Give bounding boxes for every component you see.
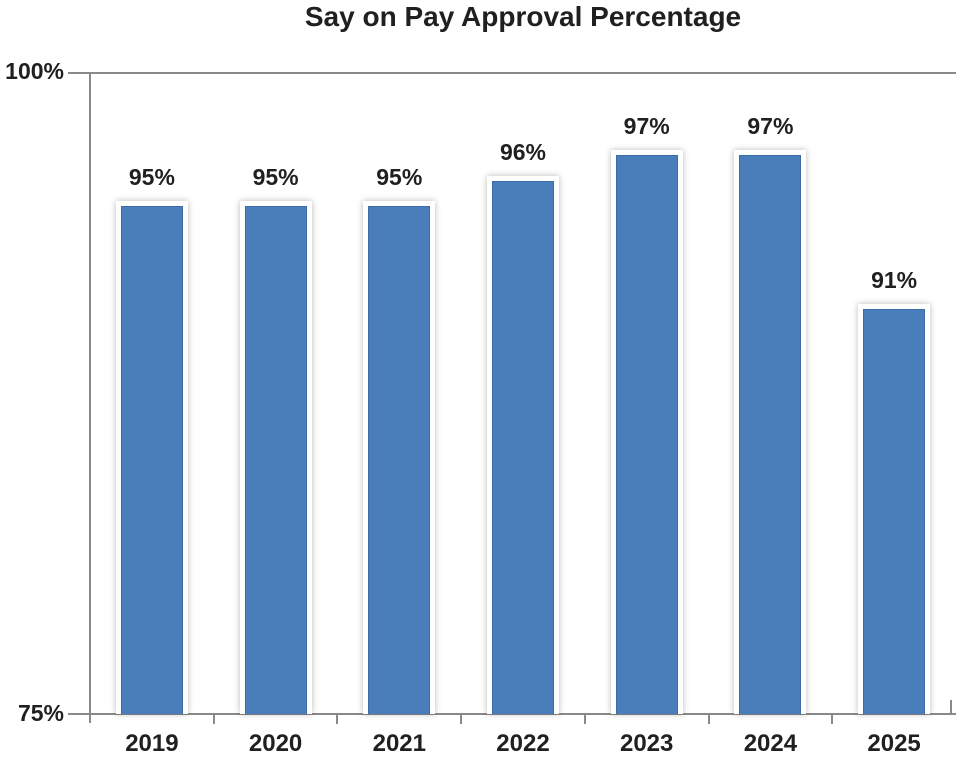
x-axis-label-2020: 2020 — [248, 730, 303, 757]
x-axis-tick — [460, 714, 463, 724]
top-gridline — [68, 72, 956, 74]
bar-2019 — [115, 201, 188, 714]
x-axis-label-2024: 2024 — [743, 730, 798, 757]
bar-value-label: 95% — [252, 164, 299, 191]
y-axis-tick-label-100: 100% — [5, 58, 64, 84]
x-axis-label-2019: 2019 — [125, 730, 179, 757]
bar-2023 — [610, 149, 683, 714]
x-axis-tick — [212, 714, 215, 724]
x-axis-tick — [583, 714, 586, 724]
x-axis-label-2022: 2022 — [496, 730, 550, 757]
bar-fill — [739, 154, 802, 714]
bar-fill — [368, 206, 431, 714]
bar-fill — [863, 308, 926, 714]
x-axis-label-2021: 2021 — [372, 730, 426, 757]
y-axis-tick-label-75: 75% — [17, 700, 64, 726]
chart-title: Say on Pay Approval Percentage — [304, 1, 742, 32]
bar-value-label: 97% — [623, 112, 670, 139]
x-axis-tick — [831, 714, 834, 724]
x-axis-label-2023: 2023 — [619, 730, 674, 757]
x-axis-tick — [336, 714, 339, 724]
bar-2021 — [363, 201, 436, 714]
bar-value-label: 97% — [747, 112, 794, 139]
bar-value-label: 96% — [499, 138, 547, 165]
x-axis-line — [68, 713, 956, 715]
y-axis-line — [89, 73, 91, 723]
bar-2025 — [858, 303, 931, 714]
bar-fill — [492, 180, 554, 714]
bar-2022 — [487, 175, 559, 714]
bar-value-label: 91% — [871, 266, 918, 293]
bar-fill — [615, 154, 678, 714]
x-axis-label-2025: 2025 — [867, 730, 921, 757]
bar-2024 — [734, 149, 807, 714]
bar-fill — [244, 206, 307, 714]
x-axis-tick — [707, 714, 710, 724]
bar-fill — [120, 206, 183, 714]
x-axis-right-end-tick — [950, 700, 952, 714]
bar-value-label: 95% — [128, 164, 175, 191]
bar-2020 — [239, 201, 312, 714]
bar-value-label: 95% — [376, 164, 423, 191]
